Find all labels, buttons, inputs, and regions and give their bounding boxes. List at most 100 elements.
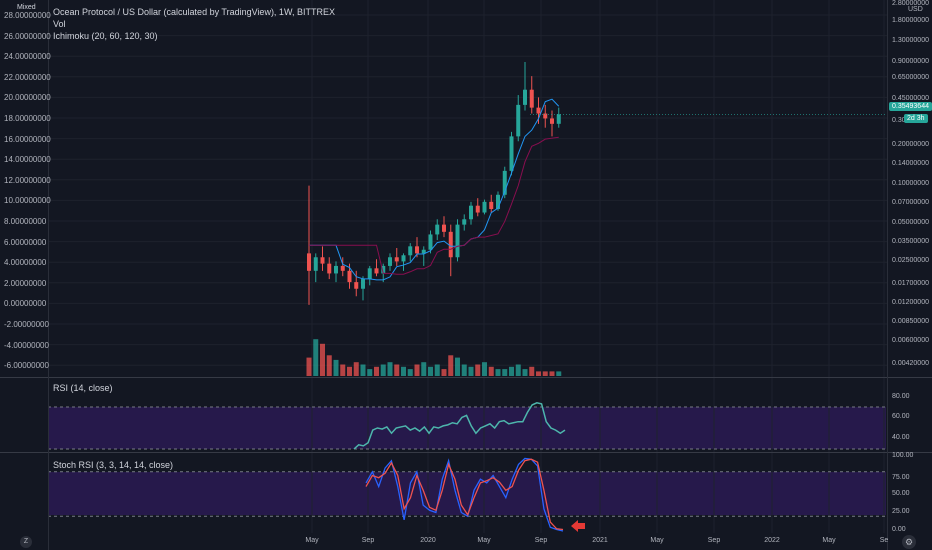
left-axis-tick: 18.00000000 [4,114,51,123]
volume-bar [556,371,562,376]
time-axis-tick: Sep [361,537,375,544]
left-axis-tick: 0.00000000 [4,299,47,309]
volume-bar [407,369,413,376]
symbol-title[interactable]: Ocean Protocol / US Dollar (calculated b… [53,7,335,17]
rsi-axis-tick: 80.00 [892,393,910,400]
currency-label: USD [908,6,923,13]
candle-body [340,265,345,271]
candle-body [394,257,399,262]
volume-bar [320,343,325,376]
time-axis-tick: 2021 [592,537,608,544]
volume-bar [414,364,420,376]
time-axis-tick: 2020 [420,537,436,544]
candle-body [469,205,473,220]
volume-bar [434,364,440,376]
candle-body [421,249,426,254]
volume-bar [488,366,494,376]
volume-bar [502,369,508,376]
volume-bar [340,364,346,376]
volume-bar [475,364,481,376]
left-axis-tick: 4.00000000 [4,258,47,268]
right-axis-tick: 0.07000000 [892,199,929,206]
volume-bar [401,366,406,376]
right-axis-tick: 1.80000000 [892,17,929,24]
time-axis-tick: May [477,537,491,544]
volume-bar [313,339,319,376]
left-axis-tick: -2.00000000 [4,320,49,329]
candle-body [354,282,359,289]
rsi-separator[interactable] [0,377,932,378]
candle-body [361,279,365,289]
candle-body [428,234,433,250]
left-axis-tick: 16.00000000 [4,134,51,144]
candle-body [327,263,332,274]
volume-bar [326,355,332,376]
right-axis-tick: 2.80000000 [892,0,929,7]
stoch-axis-tick: 0.00 [892,526,906,533]
volume-bar [468,366,474,376]
volume-bar [428,366,433,376]
candle-body [529,89,534,108]
candle-body [543,113,548,119]
right-axis-tick: 0.45000000 [892,95,929,102]
candle-body [320,257,325,264]
right-axis-tick: 0.02500000 [892,257,929,264]
candle-body [307,253,311,271]
volume-bar [515,364,521,376]
volume-bar [495,369,501,376]
left-axis-tick: 14.00000000 [4,155,51,165]
stoch-legend[interactable]: Stoch RSI (3, 3, 14, 14, close) [53,460,174,470]
candle-body [462,219,467,225]
volume-bar [549,371,555,376]
left-axis-tick: 10.00000000 [4,196,51,206]
right-axis-tick: 1.30000000 [892,37,929,44]
stoch-axis-tick: 50.00 [892,490,910,497]
right-axis-tick: 0.10000000 [892,180,929,187]
right-axis-tick: 0.300 [892,117,910,124]
volume-bar [347,366,352,376]
candle-body [367,268,372,280]
right-axis-tick: 0.00850000 [892,318,929,325]
rsi-legend[interactable]: RSI (14, close) [53,383,113,393]
timezone-icon[interactable]: Z [20,536,32,548]
candle-body [334,265,338,274]
time-axis-tick: May [305,537,319,544]
volume-bar [353,362,359,376]
candle-body [475,205,480,213]
volume-bar [360,364,366,376]
left-axis-tick: 8.00000000 [4,217,47,226]
stoch-axis-tick: 75.00 [892,474,910,481]
candle-body [502,170,507,195]
candle-body [381,265,386,274]
candle-body [556,114,561,124]
right-axis-tick: 0.05000000 [892,219,929,226]
candle-body [448,231,453,258]
right-axis-tick: 0.00420000 [892,360,929,367]
volume-bar [522,369,528,376]
left-axis-tick: 12.00000000 [4,175,51,185]
volume-legend[interactable]: Vol [53,19,66,29]
candle-body [401,255,406,262]
volume-bar [380,364,386,376]
stoch-separator[interactable] [0,452,932,453]
stoch-axis-tick: 25.00 [892,508,910,515]
time-axis-tick: 2022 [764,537,780,544]
right-axis-tick: 0.01200000 [892,299,929,306]
volume-bar [394,364,400,376]
candle-body [523,89,527,105]
mixed-scale-label[interactable]: Mixed [15,4,38,11]
ichimoku-legend[interactable]: Ichimoku (20, 60, 120, 30) [53,31,158,41]
candle-body [455,224,460,258]
settings-gear-icon[interactable]: ⚙ [902,535,916,549]
volume-bar [448,355,454,376]
left-axis-tick: 2.00000000 [4,278,47,288]
rsi-axis-tick: 40.00 [892,434,910,441]
time-axis-tick: Sep [534,537,548,544]
volume-bar [306,357,312,376]
candle-body [496,194,500,210]
right-axis-tick: 0.90000000 [892,58,929,65]
left-axis-tick: 28.00000000 [4,11,51,20]
candle-body [347,270,352,283]
